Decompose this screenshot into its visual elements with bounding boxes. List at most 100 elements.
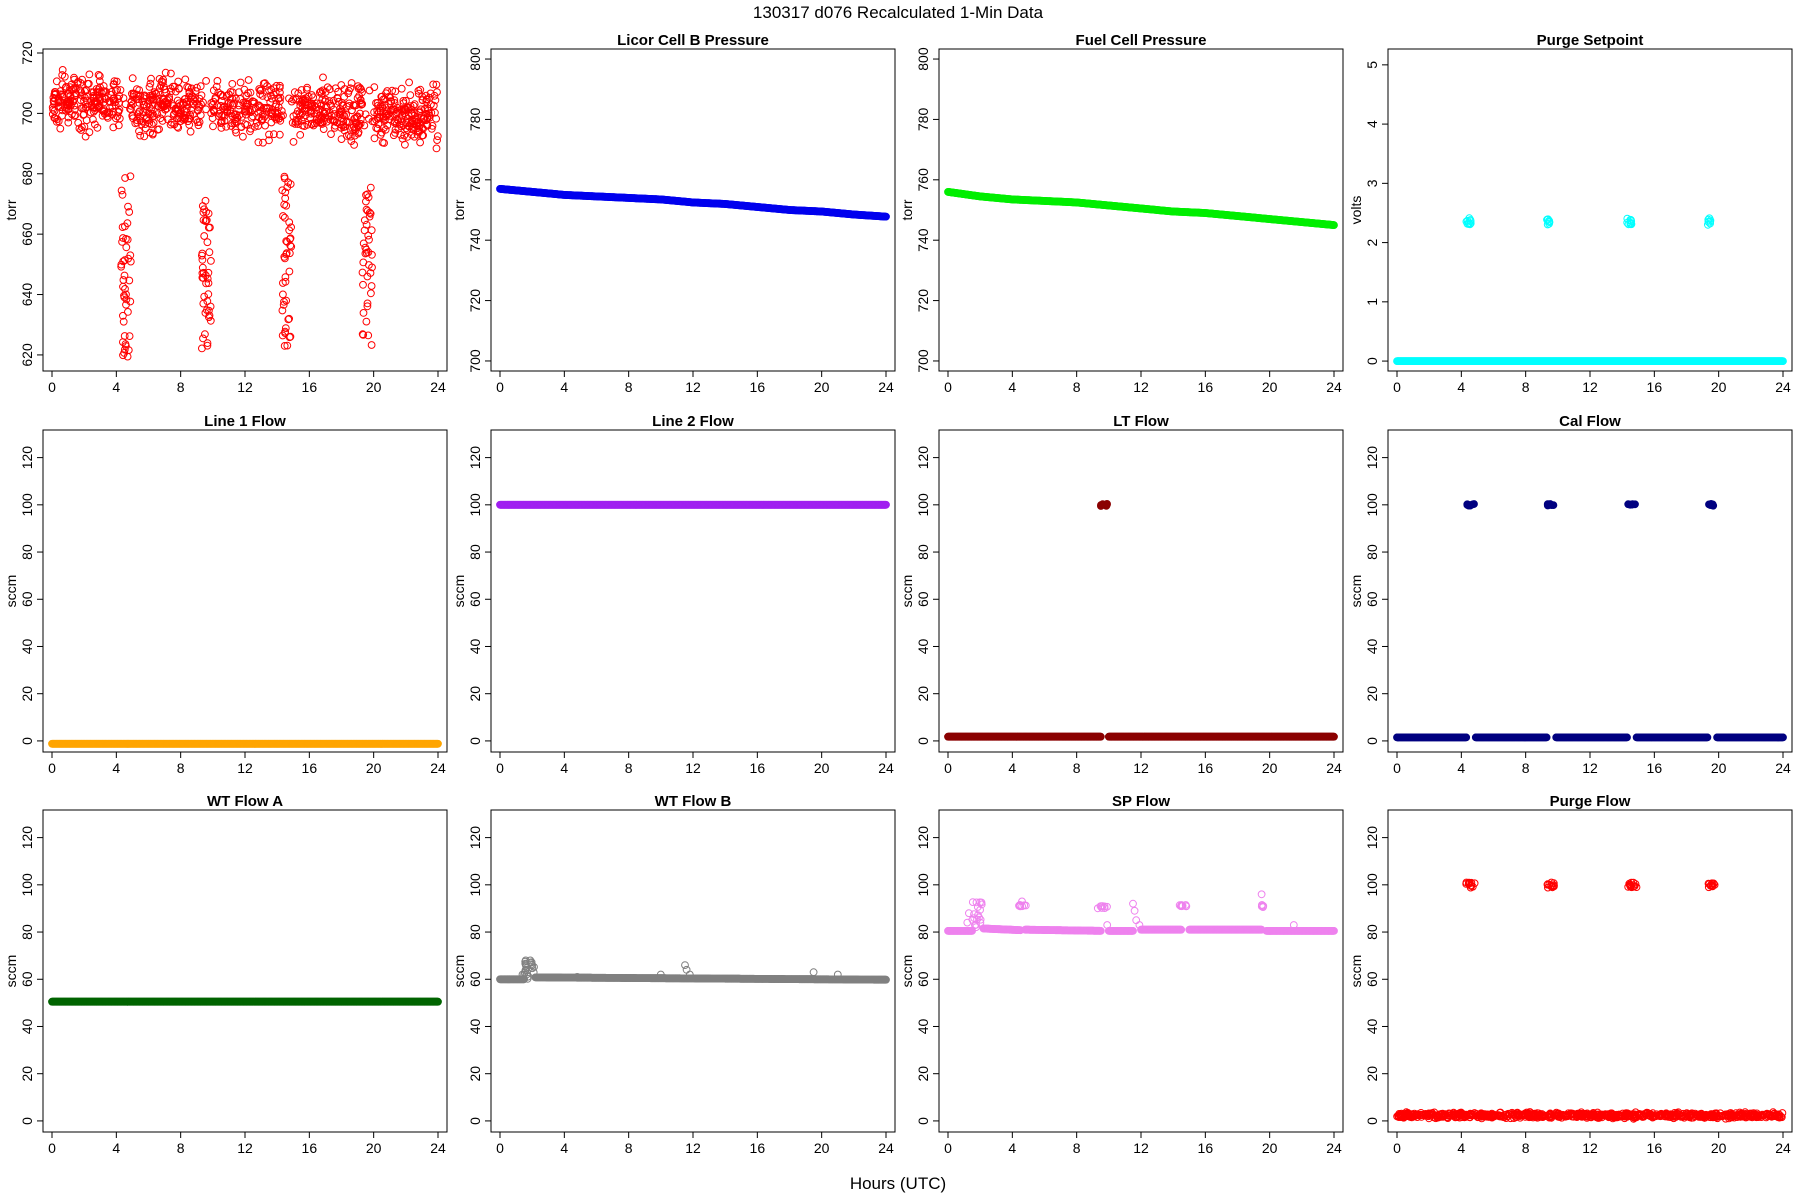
data-point (50, 100, 58, 109)
data-point (363, 207, 372, 215)
data-point (277, 112, 285, 121)
data-point (126, 297, 135, 306)
data-point (1330, 221, 1338, 230)
data-point (139, 108, 148, 116)
data-point (126, 257, 135, 266)
data-point (176, 101, 185, 110)
y-tick-label: 80 (19, 544, 35, 560)
data-point (64, 105, 73, 114)
x-tick-label: 4 (560, 379, 568, 395)
y-tick-label: 660 (19, 222, 35, 246)
data-point (248, 112, 257, 121)
data-point (362, 317, 371, 326)
data-point (397, 105, 406, 114)
data-point (192, 116, 201, 124)
data-point (120, 332, 129, 340)
data-point (64, 118, 73, 127)
data-point (398, 134, 407, 143)
data-point (350, 114, 359, 123)
data-point (337, 135, 346, 144)
y-tick-label: 720 (19, 41, 35, 65)
data-point (55, 98, 63, 106)
data-point (419, 114, 428, 123)
x-tick-label: 20 (814, 760, 830, 776)
series-points (48, 739, 442, 748)
data-point (359, 239, 368, 248)
data-point (204, 268, 213, 277)
data-point (289, 138, 298, 146)
data-point (193, 118, 202, 127)
data-point (362, 205, 371, 214)
y-tick-label: 120 (19, 446, 35, 470)
data-point (194, 121, 203, 130)
data-point (298, 121, 307, 130)
data-point (113, 85, 121, 94)
data-point (110, 77, 119, 85)
data-point (131, 119, 140, 128)
data-point (58, 92, 67, 101)
data-point (359, 309, 368, 317)
data-point (109, 123, 118, 132)
data-point (432, 144, 441, 153)
x-tick-label: 12 (1582, 379, 1598, 395)
data-point (58, 66, 67, 74)
data-point (214, 112, 223, 120)
y-tick-label: 120 (467, 446, 483, 470)
data-point (209, 86, 218, 95)
data-point (198, 263, 207, 272)
data-point (430, 91, 439, 100)
data-point (359, 331, 368, 339)
data-point (242, 101, 251, 109)
data-point (89, 115, 97, 124)
data-point (317, 90, 326, 98)
data-point (199, 208, 208, 217)
data-point (405, 78, 414, 87)
data-point (191, 87, 200, 95)
data-point (294, 120, 302, 128)
x-tick-label: 8 (625, 760, 633, 776)
data-point (432, 114, 441, 123)
panel-title: Fridge Pressure (188, 32, 302, 49)
panel-title: Purge Setpoint (1537, 32, 1644, 49)
data-point (244, 89, 252, 98)
data-point (201, 196, 210, 205)
data-point (280, 342, 289, 350)
panel-title: Line 1 Flow (204, 413, 286, 430)
data-point (180, 95, 189, 104)
x-tick-label: 20 (1711, 379, 1727, 395)
data-point (287, 223, 296, 232)
data-point (268, 106, 277, 114)
data-point (84, 103, 92, 111)
data-point (434, 739, 442, 748)
data-point (321, 95, 330, 104)
y-tick-label: 80 (467, 544, 483, 560)
x-tick-label: 4 (112, 379, 120, 395)
data-point (365, 86, 374, 95)
data-point (181, 75, 190, 84)
data-point (199, 216, 208, 225)
series-points (1393, 214, 1787, 366)
y-tick-label: 680 (19, 162, 35, 186)
plot-frame (938, 429, 1344, 753)
data-point (204, 223, 213, 232)
data-point (203, 341, 212, 350)
data-point (319, 125, 328, 134)
data-point (386, 97, 395, 106)
data-point (379, 124, 388, 132)
data-point (107, 88, 116, 96)
data-point (119, 317, 128, 326)
data-point (417, 105, 425, 114)
data-point (120, 345, 129, 354)
data-point (418, 131, 427, 140)
data-point (363, 299, 372, 308)
data-point (333, 94, 342, 103)
data-point (196, 82, 205, 91)
x-tick-label: 12 (1133, 379, 1149, 395)
data-point (290, 88, 299, 97)
data-point (198, 273, 207, 282)
data-point (360, 226, 369, 235)
data-point (432, 80, 441, 89)
data-point (136, 131, 145, 140)
data-point (204, 290, 213, 299)
